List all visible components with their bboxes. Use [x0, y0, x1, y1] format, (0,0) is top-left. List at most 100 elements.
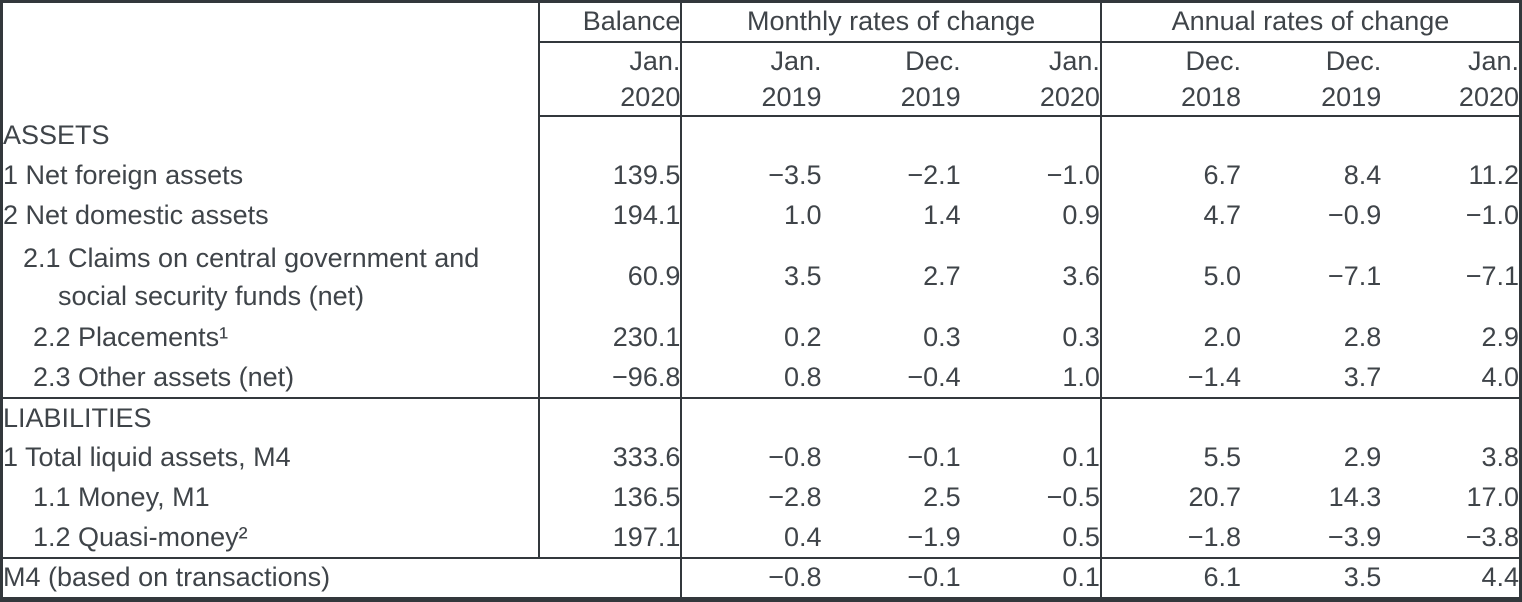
monthly-value: 0.8: [783, 361, 822, 392]
annual-value: −3.9: [1327, 521, 1382, 552]
monthly-value: 0.4: [783, 521, 822, 552]
section-label: LIABILITIES: [1, 396, 541, 438]
monthly-value: 3.6: [960, 235, 1102, 318]
annual-value: 3.5: [1241, 556, 1382, 600]
period-month: Dec.: [1325, 45, 1382, 76]
annual-value: 14.3: [1328, 482, 1382, 512]
row-label: 1 Total liquid assets, M4: [1, 437, 541, 478]
header-group-row: Balance Monthly rates of change Annual r…: [1, 1, 1521, 116]
monthly-value: −2.8: [768, 482, 822, 512]
row-label: 2 Net domestic assets: [1, 195, 541, 236]
period-month: Jan.: [770, 45, 822, 76]
annual-value: 4.0: [1481, 361, 1519, 392]
row-label-line1: 2.1 Claims on central government and: [23, 242, 480, 273]
row-label: 1.1 Money, M1: [1, 477, 541, 518]
row-label: 1 Net foreign assets: [1, 155, 541, 196]
monthly-value: 0.2: [783, 322, 822, 352]
data-row-net-domestic-assets: 2 Net domestic assets 194.1 1.0 1.4 0.9 …: [1, 195, 1521, 236]
annual-value: 5.5: [1203, 442, 1242, 472]
row-label: 2.2 Placements¹: [1, 317, 541, 358]
balance-value: 139.5: [539, 155, 683, 196]
annual-value: 3.8: [1481, 442, 1519, 472]
monthly-value: 0.9: [960, 195, 1102, 236]
annual-value: 4.4: [1381, 556, 1521, 600]
data-row-total-liquid-assets: 1 Total liquid assets, M4 333.6 −0.8 −0.…: [1, 437, 1521, 478]
annual-value: 2.9: [1343, 442, 1382, 472]
annual-value: −7.1: [1327, 261, 1382, 291]
period-header-balance: Jan. 2020: [539, 41, 683, 117]
monthly-value: 3.5: [783, 261, 822, 291]
annual-value: 4.7: [1203, 200, 1242, 230]
section-row-liabilities: LIABILITIES: [1, 396, 1521, 438]
annual-value: 2.9: [1481, 322, 1519, 352]
balance-value: 60.9: [539, 235, 683, 318]
balance-value: −96.8: [539, 357, 683, 398]
annual-value: 20.7: [1188, 482, 1242, 512]
period-header-monthly-1: Jan. 2019: [681, 41, 822, 117]
monthly-value: −1.0: [960, 155, 1102, 196]
period-year: 2020: [1458, 81, 1519, 112]
annual-value: −1.8: [1187, 521, 1242, 552]
balance-value: 333.6: [539, 437, 683, 478]
period-header-monthly-2: Dec. 2019: [821, 41, 961, 117]
monthly-value: 0.1: [960, 437, 1102, 478]
group-header-monthly: Monthly rates of change: [681, 1, 1102, 43]
annual-value: 2.8: [1343, 322, 1382, 352]
row-label: 1.2 Quasi-money²: [1, 517, 541, 558]
period-month: Dec.: [1185, 45, 1242, 76]
data-row-net-foreign-assets: 1 Net foreign assets 139.5 −3.5 −2.1 −1.…: [1, 155, 1521, 196]
annual-value: −3.8: [1465, 521, 1519, 552]
monthly-value: −0.1: [821, 556, 961, 600]
balance-value: 194.1: [539, 195, 683, 236]
period-header-annual-3: Jan. 2020: [1381, 41, 1521, 117]
annual-value: 6.7: [1203, 160, 1242, 190]
monthly-value: −0.5: [960, 477, 1102, 518]
balance-value: 197.1: [539, 517, 683, 558]
monthly-value: −0.1: [907, 442, 961, 472]
annual-value: 2.0: [1203, 322, 1242, 352]
data-row-other-assets: 2.3 Other assets (net) −96.8 0.8 −0.4 1.…: [1, 357, 1521, 398]
section-label: ASSETS: [1, 115, 541, 156]
monthly-value: −0.8: [681, 556, 822, 600]
monthly-value: −2.1: [907, 160, 961, 190]
period-year: 2020: [1039, 81, 1100, 112]
period-month: Jan.: [629, 45, 681, 76]
monthly-value: 2.7: [923, 261, 961, 291]
row-label: M4 (based on transactions): [1, 556, 683, 600]
period-header-monthly-3: Jan. 2020: [960, 41, 1102, 117]
period-year: 2019: [900, 81, 961, 112]
summary-row-m4-transactions: M4 (based on transactions) −0.8 −0.1 0.1…: [1, 556, 1521, 600]
monthly-value: 0.3: [923, 322, 961, 352]
monthly-value: 2.5: [923, 482, 961, 512]
period-year: 2018: [1180, 81, 1242, 112]
corner-cell: [1, 1, 541, 116]
monthly-value: 0.5: [960, 517, 1102, 558]
monthly-value: 0.1: [960, 556, 1102, 600]
header-period-row: Jan. 2020 Jan. 2019 Dec. 2019 Jan. 2020 …: [2, 41, 1521, 117]
balance-value: 136.5: [539, 477, 683, 518]
monthly-value: −3.5: [768, 160, 822, 190]
annual-value: 3.7: [1343, 361, 1382, 392]
monthly-value: 1.0: [783, 200, 822, 230]
monthly-value: 1.0: [960, 357, 1102, 398]
data-row-money-m1: 1.1 Money, M1 136.5 −2.8 2.5 −0.5 20.7 1…: [1, 477, 1521, 518]
period-year: 2019: [1321, 81, 1382, 112]
group-header-annual: Annual rates of change: [1100, 1, 1521, 43]
section-row-assets: ASSETS: [1, 115, 1521, 156]
monthly-value: 0.3: [960, 317, 1102, 358]
annual-value: 8.4: [1343, 160, 1382, 190]
row-label: 2.3 Other assets (net): [1, 357, 541, 398]
period-month: Dec.: [905, 45, 961, 76]
annual-value: 5.0: [1203, 261, 1242, 291]
data-row-placements: 2.2 Placements¹ 230.1 0.2 0.3 0.3 2.0 2.…: [1, 317, 1521, 358]
annual-value: −7.1: [1465, 261, 1519, 291]
annual-value: 11.2: [1468, 160, 1519, 190]
period-header-annual-1: Dec. 2018: [1100, 41, 1242, 117]
annual-value: 6.1: [1100, 556, 1242, 600]
period-month: Jan.: [1048, 45, 1100, 76]
period-year: 2019: [761, 81, 822, 112]
annual-value: 17.0: [1466, 482, 1519, 512]
monthly-value: −0.4: [907, 361, 961, 392]
period-year: 2020: [620, 81, 681, 112]
